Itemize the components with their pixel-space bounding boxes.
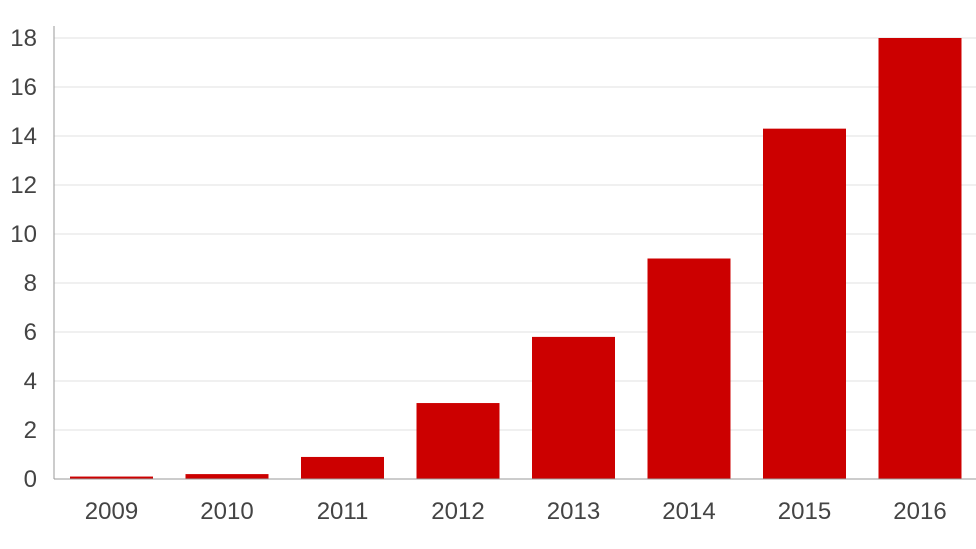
x-tick-label: 2012: [431, 498, 484, 525]
x-tick-label: 2009: [85, 498, 138, 525]
y-tick-label: 18: [10, 25, 37, 52]
x-tick-labels: 2009 2010 2011 2012 2013 2014 2015 2016: [85, 498, 947, 525]
bar-2015: [763, 128, 846, 479]
y-tick-label: 4: [24, 368, 37, 395]
gridlines: [54, 37, 976, 431]
y-tick-label: 8: [24, 270, 37, 297]
bar-2011: [301, 456, 384, 479]
x-tick-label: 2016: [893, 498, 946, 525]
bar-2012: [416, 403, 500, 479]
x-tick-label: 2010: [200, 498, 253, 525]
bar-2013: [532, 336, 615, 479]
x-tick-label: 2015: [778, 498, 831, 525]
x-tick-label: 2013: [547, 498, 600, 525]
bars: [70, 38, 962, 479]
bar-2009: [70, 476, 153, 479]
y-tick-label: 0: [24, 466, 37, 493]
x-tick-label: 2014: [662, 498, 715, 525]
y-tick-label: 16: [10, 74, 37, 101]
y-tick-label: 12: [10, 172, 37, 199]
bar-2014: [647, 258, 731, 479]
x-tick-label: 2011: [317, 498, 369, 525]
bar-2010: [185, 474, 269, 479]
y-tick-label: 14: [10, 123, 37, 150]
y-tick-label: 2: [24, 417, 37, 444]
y-tick-label: 6: [24, 319, 37, 346]
y-tick-label: 10: [10, 221, 37, 248]
y-tick-labels: 0 2 4 6 8 10 12 14 16 18: [10, 25, 37, 493]
bar-2016: [878, 38, 962, 479]
